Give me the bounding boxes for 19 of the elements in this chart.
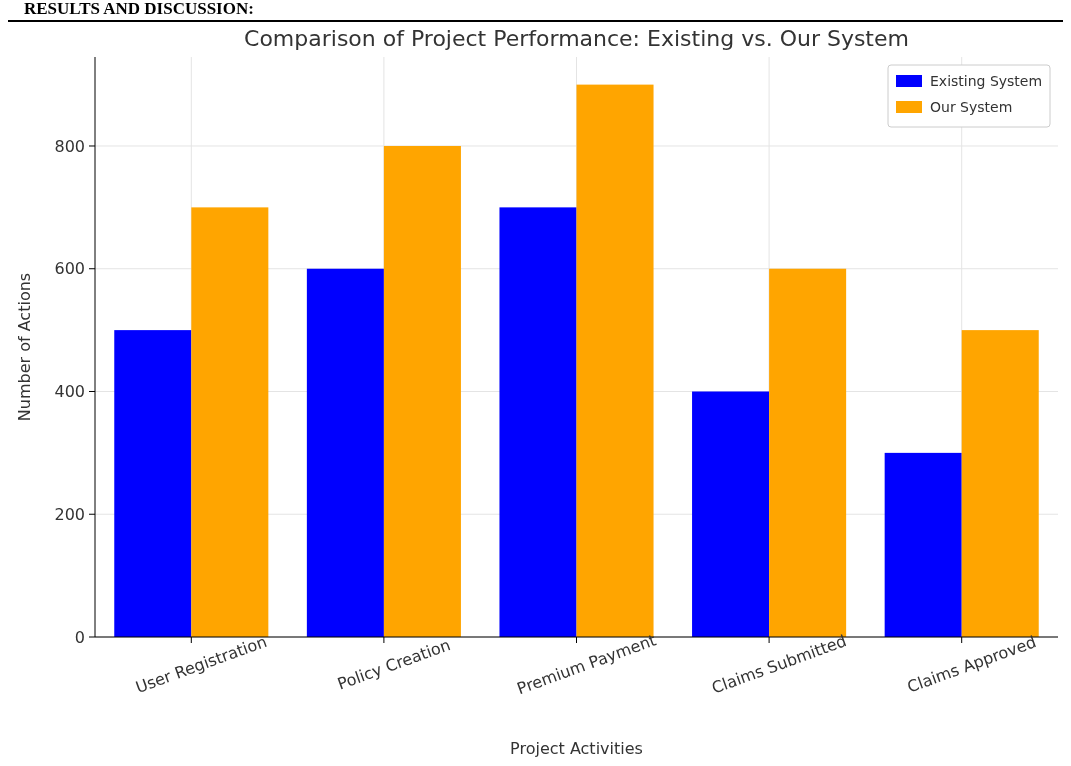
y-tick-label: 600 [54,259,85,279]
y-tick-label: 200 [54,504,85,524]
text: RESULTS AND DISCUSSION: [24,0,254,18]
bar [383,146,461,637]
y-axis-title: Number of Actions [15,272,34,422]
bar [191,207,269,637]
y-tick-label: 0 [74,627,85,647]
bar [961,330,1039,637]
bar [884,452,962,637]
x-axis-title: Project Activities [510,739,643,758]
bar [114,330,192,637]
bar [306,268,384,637]
chart-title: Comparison of Project Performance: Existing vs. Our System [244,26,909,51]
legend-label: Our System [930,98,1013,115]
bar [576,84,654,637]
y-tick-label: 800 [54,136,85,156]
bar [499,207,577,637]
y-tick-label: 400 [54,382,85,402]
legend-label: Existing System [930,72,1043,89]
